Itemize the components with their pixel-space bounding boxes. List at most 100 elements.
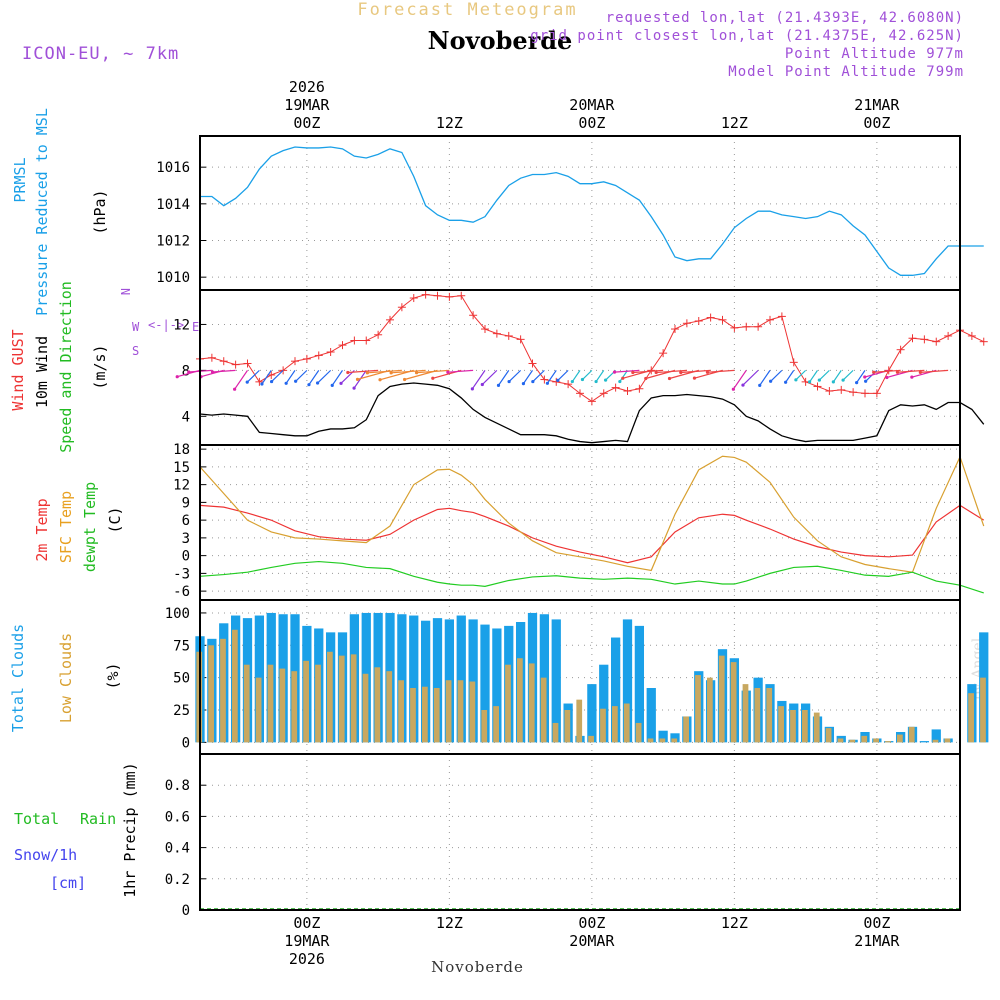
low-cloud-bar [885,741,891,743]
low-cloud-bar [861,735,868,743]
wind-arrowhead [269,379,274,384]
panel-bg [200,754,960,910]
wind-arrowhead [470,387,474,391]
low-cloud-bar [445,680,452,743]
wind-arrowhead [895,370,900,374]
top-day-label: 21MAR [854,96,900,114]
top-day-label: 19MAR [284,96,330,114]
panel-border [199,753,961,911]
wind-arrow [285,370,296,384]
wind-arrowhead [758,383,762,387]
low-cloud-bar [944,738,951,743]
low-cloud-bar [932,739,939,743]
total-cloud-bar [670,733,680,743]
low-cloud-bar [279,668,286,743]
wind-arrowhead [431,376,435,380]
wind-arrowhead [841,378,845,382]
low-cloud-bar [528,663,535,743]
low-cloud-bar [350,654,357,743]
ytick-label: 8 [182,363,190,379]
ytick-label: 0 [182,735,190,751]
wind-arrowhead [365,371,370,375]
wind-arrowhead [618,379,622,384]
wind-arrowhead [346,370,350,375]
low-cloud-bar [742,684,749,743]
wind-arrowhead [731,387,735,391]
low-cloud-bar [303,660,309,743]
wind-arrow [331,370,343,386]
ytick-label: 0.4 [165,841,190,857]
low-cloud-bar [552,722,559,743]
low-cloud-bar [825,728,832,743]
wind-arrow [234,370,248,390]
precip-rain-label: Rain [80,810,117,828]
total-cloud-bar [919,741,930,743]
model-altitude: Model Point Altitude 799m [728,64,964,80]
bottom-time-label: 12Z [721,914,748,932]
wind-arrowhead [784,380,788,384]
low-cloud-bar [837,738,844,743]
wind-arrow [212,369,236,373]
bottom-time-label: 00Z [578,914,605,932]
low-cloud-bar [659,738,666,743]
ytick-label: 0 [182,903,190,919]
snow-units: [cm] [50,874,87,892]
wind-arrowhead [210,370,215,374]
wind-arrowhead [294,379,298,383]
ytick-label: 12 [173,317,190,333]
wind-arrow [416,369,450,374]
wind-arrow [447,369,474,373]
wind-arrowhead [705,370,710,374]
compass-south: S [132,344,140,358]
wind-arrow [707,369,735,373]
wind-arrowhead [794,378,798,382]
point-altitude: Point Altitude 977m [784,46,964,62]
wind-arrowhead [352,386,356,390]
wind-arrowhead [644,376,648,381]
bottom-day-label: 20MAR [569,932,615,950]
top-year-label: 2026 [289,78,325,96]
wind-arrowhead [175,375,179,379]
wind-arrow [920,369,949,373]
wind-arrowhead [621,376,625,380]
total-cloud-bar [468,619,478,743]
wind-arrowhead [864,379,868,383]
ytick-label: 0.2 [165,872,190,888]
wind-arrow [897,369,925,373]
wind-arrow [497,370,510,386]
wind-arrowhead [245,380,249,384]
low-cloud-bar [255,677,262,743]
panel-bg [200,290,960,445]
dewpt-line [199,560,984,594]
ytick-label: -3 [173,566,190,582]
low-cloud-bar [362,673,369,743]
ytick-label: 1016 [156,160,190,176]
low-cloud-bar [790,710,796,743]
bottom-time-label: 12Z [436,914,463,932]
panel-bg [200,445,960,600]
wind-arrowhead [769,379,773,383]
wind-arrowhead [339,381,343,385]
low-cloud-bar [338,655,345,743]
low-cloud-bar [374,667,381,743]
ytick-label: 4 [182,409,190,425]
wind-arrow [832,370,842,383]
ytick-label: 1012 [156,234,190,250]
low-cloud-bar [600,708,606,743]
chart-title: Novoberde [427,26,573,55]
compass-arrow: <-|-> [148,318,185,332]
wind-arrowhead [260,382,264,386]
wind-arrowhead [631,370,635,375]
low-cloud-bar [801,710,808,743]
low-cloud-bar [980,677,986,743]
wind-arrow [317,369,332,384]
wind-arrow [471,370,486,390]
wind-arrow [532,369,545,383]
wind-arrow [246,369,260,383]
footer-location: Novoberde [431,958,524,976]
wind-arrow [818,369,830,381]
total-cloud-bar [599,664,609,743]
top-time-label: 12Z [436,114,463,132]
wind-arrow [261,370,272,385]
wind-arrowhead [885,375,889,380]
